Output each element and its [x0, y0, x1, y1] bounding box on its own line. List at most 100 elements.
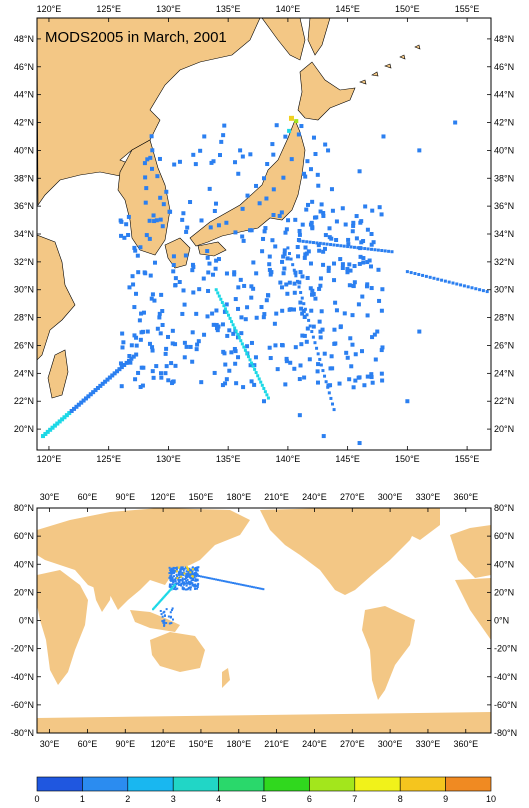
lat-tick-label-right: 44°N	[494, 90, 514, 100]
obs-point	[196, 578, 199, 581]
obs-point	[147, 218, 152, 223]
obs-point	[202, 332, 207, 337]
obs-point	[98, 383, 103, 388]
obs-point	[150, 148, 155, 153]
obs-point	[139, 330, 144, 335]
obs-point	[50, 425, 55, 430]
obs-point	[150, 166, 155, 171]
obs-point	[181, 566, 184, 569]
obs-point	[182, 568, 185, 571]
obs-point	[287, 307, 292, 312]
lon-tick-label-bottom: 145°E	[335, 454, 360, 464]
lon-tick-label-top: 60°E	[78, 492, 98, 502]
obs-point	[164, 346, 169, 351]
obs-point	[361, 260, 366, 265]
lat-tick-label-left: -60°N	[11, 700, 34, 710]
obs-point	[180, 566, 183, 569]
japan-kyushu	[164, 237, 191, 269]
obs-point	[280, 308, 285, 313]
obs-point	[182, 569, 185, 572]
obs-point	[470, 286, 474, 290]
obs-point	[267, 345, 272, 350]
obs-point	[181, 568, 184, 571]
obs-point	[318, 335, 323, 340]
obs-point	[347, 377, 352, 382]
obs-point	[224, 271, 229, 276]
obs-point	[155, 174, 160, 179]
obs-point	[390, 250, 394, 254]
obs-point	[327, 226, 332, 231]
obs-point	[144, 186, 149, 191]
obs-point	[189, 571, 192, 574]
obs-point	[273, 244, 278, 249]
obs-point	[230, 581, 233, 584]
obs-point	[152, 219, 157, 224]
obs-point	[141, 310, 146, 315]
obs-point	[228, 581, 231, 584]
obs-point	[170, 341, 175, 346]
obs-point	[122, 235, 127, 240]
obs-point	[297, 280, 302, 285]
obs-point	[232, 272, 237, 277]
obs-point	[264, 196, 269, 201]
obs-point	[52, 423, 57, 428]
obs-point	[182, 574, 185, 577]
obs-point	[209, 577, 212, 580]
obs-point	[224, 302, 229, 307]
obs-point	[245, 305, 250, 310]
obs-point	[166, 378, 171, 383]
obs-point	[197, 582, 200, 585]
regional-map: MODS2005 in March, 2001 120°E120°E125°E1…	[14, 4, 514, 464]
global-land	[37, 508, 491, 733]
obs-point	[95, 385, 100, 390]
colorbar-label: 5	[261, 794, 266, 804]
obs-point	[165, 608, 168, 611]
obs-point	[195, 342, 200, 347]
obs-point	[188, 344, 193, 349]
obs-point	[302, 333, 307, 338]
obs-point	[239, 315, 244, 320]
obs-point	[297, 377, 302, 382]
obs-point	[349, 364, 354, 369]
lat-tick-label-right: 36°N	[494, 201, 514, 211]
obs-point	[310, 330, 314, 334]
obs-point	[302, 314, 307, 319]
obs-point	[190, 330, 195, 335]
obs-point	[161, 615, 164, 618]
obs-point	[254, 315, 259, 320]
obs-point	[257, 201, 262, 206]
obs-point	[311, 292, 316, 297]
obs-point	[329, 236, 334, 241]
lat-tick-label-right: 24°N	[494, 368, 514, 378]
obs-point	[174, 570, 177, 573]
obs-point	[298, 300, 303, 305]
obs-point	[367, 258, 372, 263]
obs-point	[40, 434, 45, 439]
obs-point	[281, 175, 286, 180]
obs-point	[127, 354, 132, 359]
obs-point	[186, 588, 189, 591]
obs-point	[345, 355, 350, 360]
obs-point	[179, 568, 182, 571]
obs-point	[233, 349, 238, 354]
obs-point	[107, 375, 112, 380]
obs-point	[205, 314, 210, 319]
lat-tick-label-left: 0°N	[19, 616, 34, 626]
obs-point	[318, 209, 323, 214]
obs-point	[317, 319, 322, 324]
obs-point	[136, 270, 141, 275]
obs-point	[222, 309, 227, 314]
colorbar-box	[445, 776, 492, 792]
obs-point	[181, 587, 184, 590]
obs-point	[345, 267, 350, 272]
lon-tick-label-top: 90°E	[115, 492, 135, 502]
obs-point	[206, 270, 211, 275]
lon-tick-label-top: 120°E	[37, 4, 62, 14]
lon-tick-label-bottom: 140°E	[276, 454, 301, 464]
obs-point	[344, 350, 349, 355]
obs-point	[119, 384, 124, 389]
obs-point	[291, 307, 296, 312]
lon-tick-label-top: 155°E	[455, 4, 480, 14]
obs-point	[282, 266, 287, 271]
obs-point	[233, 361, 238, 366]
